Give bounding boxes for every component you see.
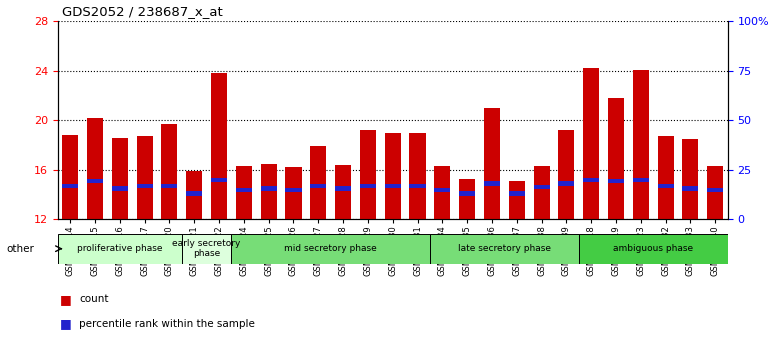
Text: percentile rank within the sample: percentile rank within the sample [79, 319, 255, 329]
Bar [633, 69, 649, 219]
Bar [707, 188, 723, 192]
Bar [182, 234, 232, 264]
Bar [87, 179, 103, 183]
Bar [434, 188, 450, 192]
Bar [260, 164, 276, 219]
Bar [62, 184, 79, 188]
Bar [236, 188, 252, 192]
Bar [682, 186, 698, 191]
Bar [608, 179, 624, 183]
Bar [286, 167, 302, 219]
Bar [236, 166, 252, 219]
Bar [583, 178, 599, 182]
Bar [558, 130, 574, 219]
Text: early secretory
phase: early secretory phase [172, 239, 241, 258]
Bar [286, 188, 302, 192]
Text: ■: ■ [60, 318, 72, 330]
Bar [534, 166, 550, 219]
Bar [459, 191, 475, 196]
Bar [459, 178, 475, 219]
Bar [509, 191, 525, 196]
Text: ■: ■ [60, 293, 72, 306]
Bar [583, 68, 599, 219]
Bar [162, 124, 177, 219]
Bar [211, 73, 227, 219]
Bar [232, 234, 430, 264]
Bar [310, 184, 326, 188]
Bar [558, 181, 574, 186]
Bar [186, 191, 203, 196]
Text: mid secretory phase: mid secretory phase [284, 244, 377, 253]
Text: proliferative phase: proliferative phase [77, 244, 162, 253]
Bar [335, 165, 351, 219]
Bar [633, 178, 649, 182]
Bar [260, 186, 276, 191]
Bar [310, 147, 326, 219]
Bar [360, 184, 376, 188]
Text: GDS2052 / 238687_x_at: GDS2052 / 238687_x_at [62, 5, 223, 18]
Bar [707, 166, 723, 219]
Bar [608, 98, 624, 219]
Bar [484, 181, 500, 186]
Bar [112, 186, 128, 191]
Bar [682, 139, 698, 219]
Bar [385, 133, 400, 219]
Text: other: other [6, 244, 34, 254]
Bar [87, 118, 103, 219]
Bar [410, 184, 426, 188]
Bar [385, 184, 400, 188]
Bar [211, 178, 227, 182]
Bar [335, 186, 351, 191]
Text: late secretory phase: late secretory phase [458, 244, 551, 253]
Bar [162, 184, 177, 188]
Bar [186, 171, 203, 219]
Bar [509, 181, 525, 219]
Bar [410, 133, 426, 219]
Bar [658, 136, 674, 219]
Bar [136, 184, 152, 188]
Bar [484, 108, 500, 219]
Bar [534, 185, 550, 189]
Bar [434, 166, 450, 219]
Text: count: count [79, 294, 109, 304]
Bar [658, 184, 674, 188]
Bar [360, 130, 376, 219]
Bar [136, 136, 152, 219]
Bar [62, 135, 79, 219]
Bar [58, 234, 182, 264]
Text: ambiguous phase: ambiguous phase [613, 244, 693, 253]
Bar [579, 234, 728, 264]
Bar [112, 138, 128, 219]
Bar [430, 234, 579, 264]
